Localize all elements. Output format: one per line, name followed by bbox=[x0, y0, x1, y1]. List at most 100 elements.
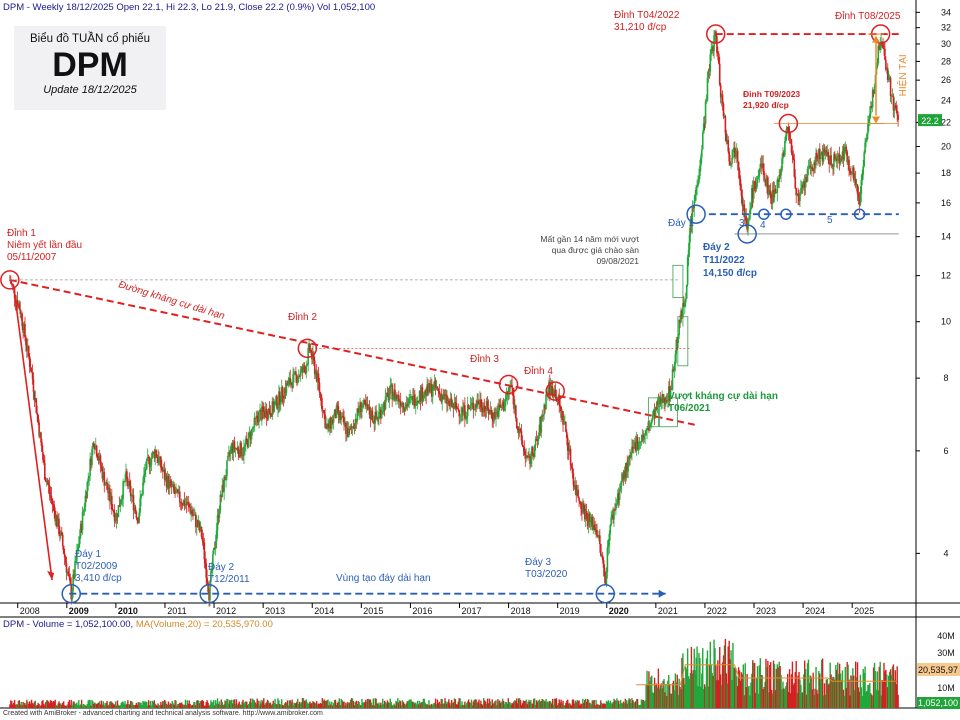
candle-body bbox=[37, 414, 39, 423]
x-tick-label-2013: 2013 bbox=[265, 606, 285, 616]
candle-body bbox=[252, 427, 255, 429]
volume-bar bbox=[544, 701, 546, 708]
volume-bar bbox=[176, 705, 178, 708]
volume-bar bbox=[502, 700, 505, 708]
candle-body bbox=[531, 447, 533, 460]
volume-bar bbox=[651, 675, 653, 708]
volume-bar bbox=[192, 704, 194, 708]
candle-body bbox=[43, 462, 46, 480]
volume-bar bbox=[869, 682, 871, 708]
candle-body bbox=[32, 379, 35, 392]
candle-body bbox=[324, 414, 326, 428]
day2-label-0: Đáy 2 bbox=[208, 562, 235, 573]
volume-bar bbox=[820, 659, 823, 708]
candle-body bbox=[44, 479, 47, 482]
volume-bar bbox=[396, 702, 398, 708]
candle-body bbox=[390, 384, 393, 386]
candle-body bbox=[733, 147, 735, 151]
volume-bar bbox=[669, 693, 672, 708]
candle-body bbox=[91, 449, 93, 466]
volume-bar bbox=[556, 704, 559, 708]
volume-bar bbox=[190, 705, 192, 708]
candle-body bbox=[288, 378, 291, 381]
volume-bar bbox=[644, 700, 646, 708]
volume-bar bbox=[79, 704, 82, 708]
candle-body bbox=[465, 418, 467, 420]
volume-bar bbox=[718, 680, 720, 708]
volume-bar bbox=[139, 702, 141, 708]
volume-bar bbox=[786, 682, 788, 708]
candle-body bbox=[157, 457, 159, 463]
candle-body bbox=[327, 423, 329, 429]
volume-bar bbox=[615, 701, 617, 708]
volume-bar bbox=[364, 702, 366, 708]
candle-body bbox=[312, 353, 314, 360]
candle-body bbox=[573, 484, 576, 488]
candle-body bbox=[543, 404, 545, 415]
volume-bar bbox=[75, 703, 77, 708]
candle-body bbox=[711, 46, 713, 49]
volume-bar bbox=[80, 699, 83, 708]
candle-body bbox=[291, 382, 293, 388]
candle-body bbox=[103, 472, 106, 486]
candle-body bbox=[888, 77, 891, 80]
volume-bar bbox=[295, 703, 297, 708]
volume-bar bbox=[348, 703, 350, 708]
candle-body bbox=[514, 405, 516, 409]
candle-body bbox=[18, 303, 21, 310]
volume-bar bbox=[513, 701, 515, 708]
candle-body bbox=[738, 170, 741, 180]
candle-body bbox=[72, 574, 74, 591]
candle-body bbox=[111, 509, 114, 511]
candle-body bbox=[560, 406, 562, 418]
candle-body bbox=[643, 435, 646, 440]
candle-body bbox=[772, 189, 775, 198]
volume-bar bbox=[882, 680, 884, 708]
volume-bar bbox=[604, 704, 607, 708]
candle-body bbox=[537, 436, 540, 441]
volume-bar bbox=[804, 669, 807, 708]
volume-bar bbox=[152, 702, 155, 708]
volume-bar bbox=[591, 700, 593, 708]
candle-body bbox=[279, 402, 282, 405]
candle-body bbox=[427, 384, 429, 393]
volume-bar bbox=[76, 702, 78, 708]
candle-body bbox=[170, 480, 173, 487]
candle-body bbox=[418, 391, 421, 403]
candle-body bbox=[108, 488, 110, 494]
candle-body bbox=[759, 163, 762, 169]
candle-body bbox=[127, 478, 129, 487]
candle-body bbox=[65, 563, 68, 573]
volume-bar bbox=[521, 703, 524, 708]
candle-body bbox=[254, 417, 257, 419]
volume-bar bbox=[776, 664, 779, 708]
candle-body bbox=[77, 547, 79, 551]
candle-body bbox=[673, 364, 676, 371]
candle-body bbox=[358, 412, 360, 414]
volume-bar bbox=[894, 670, 897, 708]
candle-body bbox=[699, 166, 701, 177]
candle-body bbox=[810, 167, 813, 168]
volume-bar bbox=[499, 700, 501, 708]
candle-body bbox=[262, 406, 264, 411]
volume-bar bbox=[99, 704, 102, 708]
candle-body bbox=[419, 391, 422, 402]
volume-bar bbox=[884, 671, 886, 708]
y-tick-label-6: 16 bbox=[941, 198, 951, 208]
volume-bar bbox=[43, 703, 45, 708]
volume-bar bbox=[589, 703, 592, 708]
candle-body bbox=[438, 391, 441, 395]
candle-body bbox=[468, 408, 471, 409]
volume-bar bbox=[146, 701, 148, 708]
x-tick-label-2014: 2014 bbox=[314, 606, 334, 616]
footer-credit: Created with AmiBroker - advanced charti… bbox=[3, 710, 323, 717]
volume-bar bbox=[88, 699, 90, 708]
volume-bar bbox=[271, 703, 273, 708]
volume-bar bbox=[797, 675, 799, 708]
volume-bar bbox=[868, 684, 870, 708]
candle-body bbox=[452, 403, 455, 409]
volume-bar bbox=[411, 701, 413, 708]
volume-bar bbox=[561, 703, 563, 708]
volume-bar bbox=[758, 665, 761, 708]
candle-body bbox=[349, 426, 352, 430]
